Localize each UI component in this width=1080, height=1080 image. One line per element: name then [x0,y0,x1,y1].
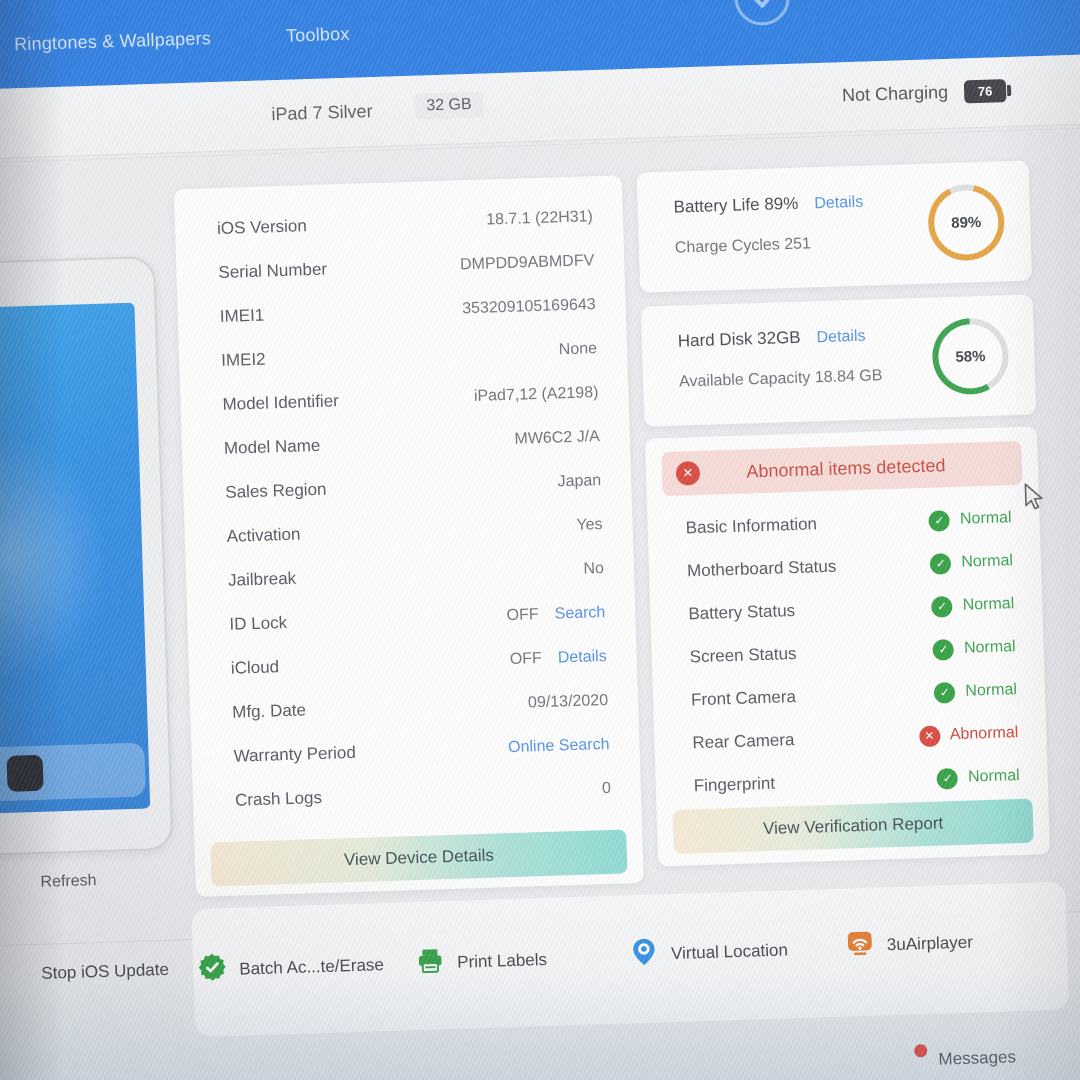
abnormal-banner: ✕ Abnormal items detected [661,440,1023,497]
charging-status: Not Charging [841,81,949,106]
verification-row: FingerprintNormal [693,761,1020,801]
info-row: Serial Number DMPDD9ABMDFV [218,252,595,282]
verification-row: Basic InformationNormal [685,503,1012,543]
hard-disk-card: Hard Disk 32GB Details Available Capacity… [640,294,1037,427]
error-circle-icon: ✕ [675,460,701,486]
device-preview-image [0,255,174,858]
battery-life-card: Battery Life 89% Details Charge Cycles 25… [636,160,1033,293]
notification-dot [914,1044,928,1058]
verification-row: Battery StatusNormal [688,589,1015,629]
stop-ios-update-button[interactable]: Stop iOS Update [41,959,170,983]
info-row: ID Lock OFF Search [229,603,606,634]
print-labels-button[interactable]: Print Labels [415,942,548,981]
check-circle-icon [931,595,954,618]
check-circle-icon [930,552,952,575]
device-name: iPad 7 Silver [271,101,373,125]
info-row: Model Identifier iPad7,12 (A2198) [222,384,599,414]
device-wallpaper [0,302,151,815]
disk-usage-gauge: 58% [931,317,1010,396]
device-info-panel: iOS Version 18.7.1 (22H31) Serial Number D… [173,175,644,897]
battery-life-title: Battery Life 89% [673,193,799,217]
info-row: Sales Region Japan [225,472,602,502]
verification-row: Motherboard StatusNormal [687,546,1014,586]
verification-row: Front CameraNormal [691,675,1018,715]
info-row: iCloud OFF Details [230,647,607,678]
charge-cycles: Charge Cycles 251 [674,235,812,257]
printer-icon [415,945,446,981]
battery-life-gauge: 89% [927,183,1006,262]
warranty-online-search-link[interactable]: Online Search [507,735,610,757]
info-row: Activation Yes [226,516,603,546]
available-capacity: Available Capacity 18.84 GB [678,367,883,391]
check-circle-icon [932,638,955,661]
download-circle-icon[interactable] [728,0,796,37]
error-circle-icon [918,725,941,747]
info-row: Model Name MW6C2 J/A [223,428,601,458]
check-circle-icon [936,767,959,790]
map-pin-icon [629,936,660,972]
info-row: Warranty Period Online Search [233,735,610,766]
airplay-icon [844,928,875,964]
virtual-location-button[interactable]: Virtual Location [629,932,789,972]
check-circle-icon [934,681,956,704]
info-row: Mfg. Date 09/13/2020 [231,691,609,722]
verification-row: Screen StatusNormal [689,632,1016,672]
tab-toolbox[interactable]: Toolbox [285,23,350,46]
verification-panel: ✕ Abnormal items detected Basic Informat… [644,426,1051,867]
device-dock [0,742,146,803]
battery-details-link[interactable]: Details [814,193,864,213]
view-verification-report-button[interactable]: View Verification Report [672,798,1034,854]
battery-level-icon: 76 [963,79,1007,104]
disk-details-link[interactable]: Details [816,327,866,347]
info-row: Crash Logs 0 [234,779,612,810]
view-device-details-button[interactable]: View Device Details [210,829,628,887]
icloud-details-link[interactable]: Details [557,647,607,667]
id-lock-search-link[interactable]: Search [554,603,606,623]
badge-check-icon [197,952,228,988]
hard-disk-title: Hard Disk 32GB [677,327,801,351]
refresh-button[interactable]: Refresh [40,872,97,891]
check-circle-icon [928,509,951,532]
device-storage-badge: 32 GB [413,91,485,120]
batch-activate-erase-button[interactable]: Batch Ac...te/Erase [197,947,385,988]
mouse-cursor [1020,482,1047,516]
info-row: iOS Version 18.7.1 (22H31) [216,208,594,238]
info-row: Jailbreak No [227,560,605,590]
messages-button[interactable]: Messages [938,1047,1017,1069]
info-row: IMEI2 None [220,340,598,370]
airplayer-button[interactable]: 3uAirplayer [844,925,973,964]
info-row: IMEI1 353209105169643 [219,296,596,326]
verification-row: Rear CameraAbnormal [692,718,1019,758]
